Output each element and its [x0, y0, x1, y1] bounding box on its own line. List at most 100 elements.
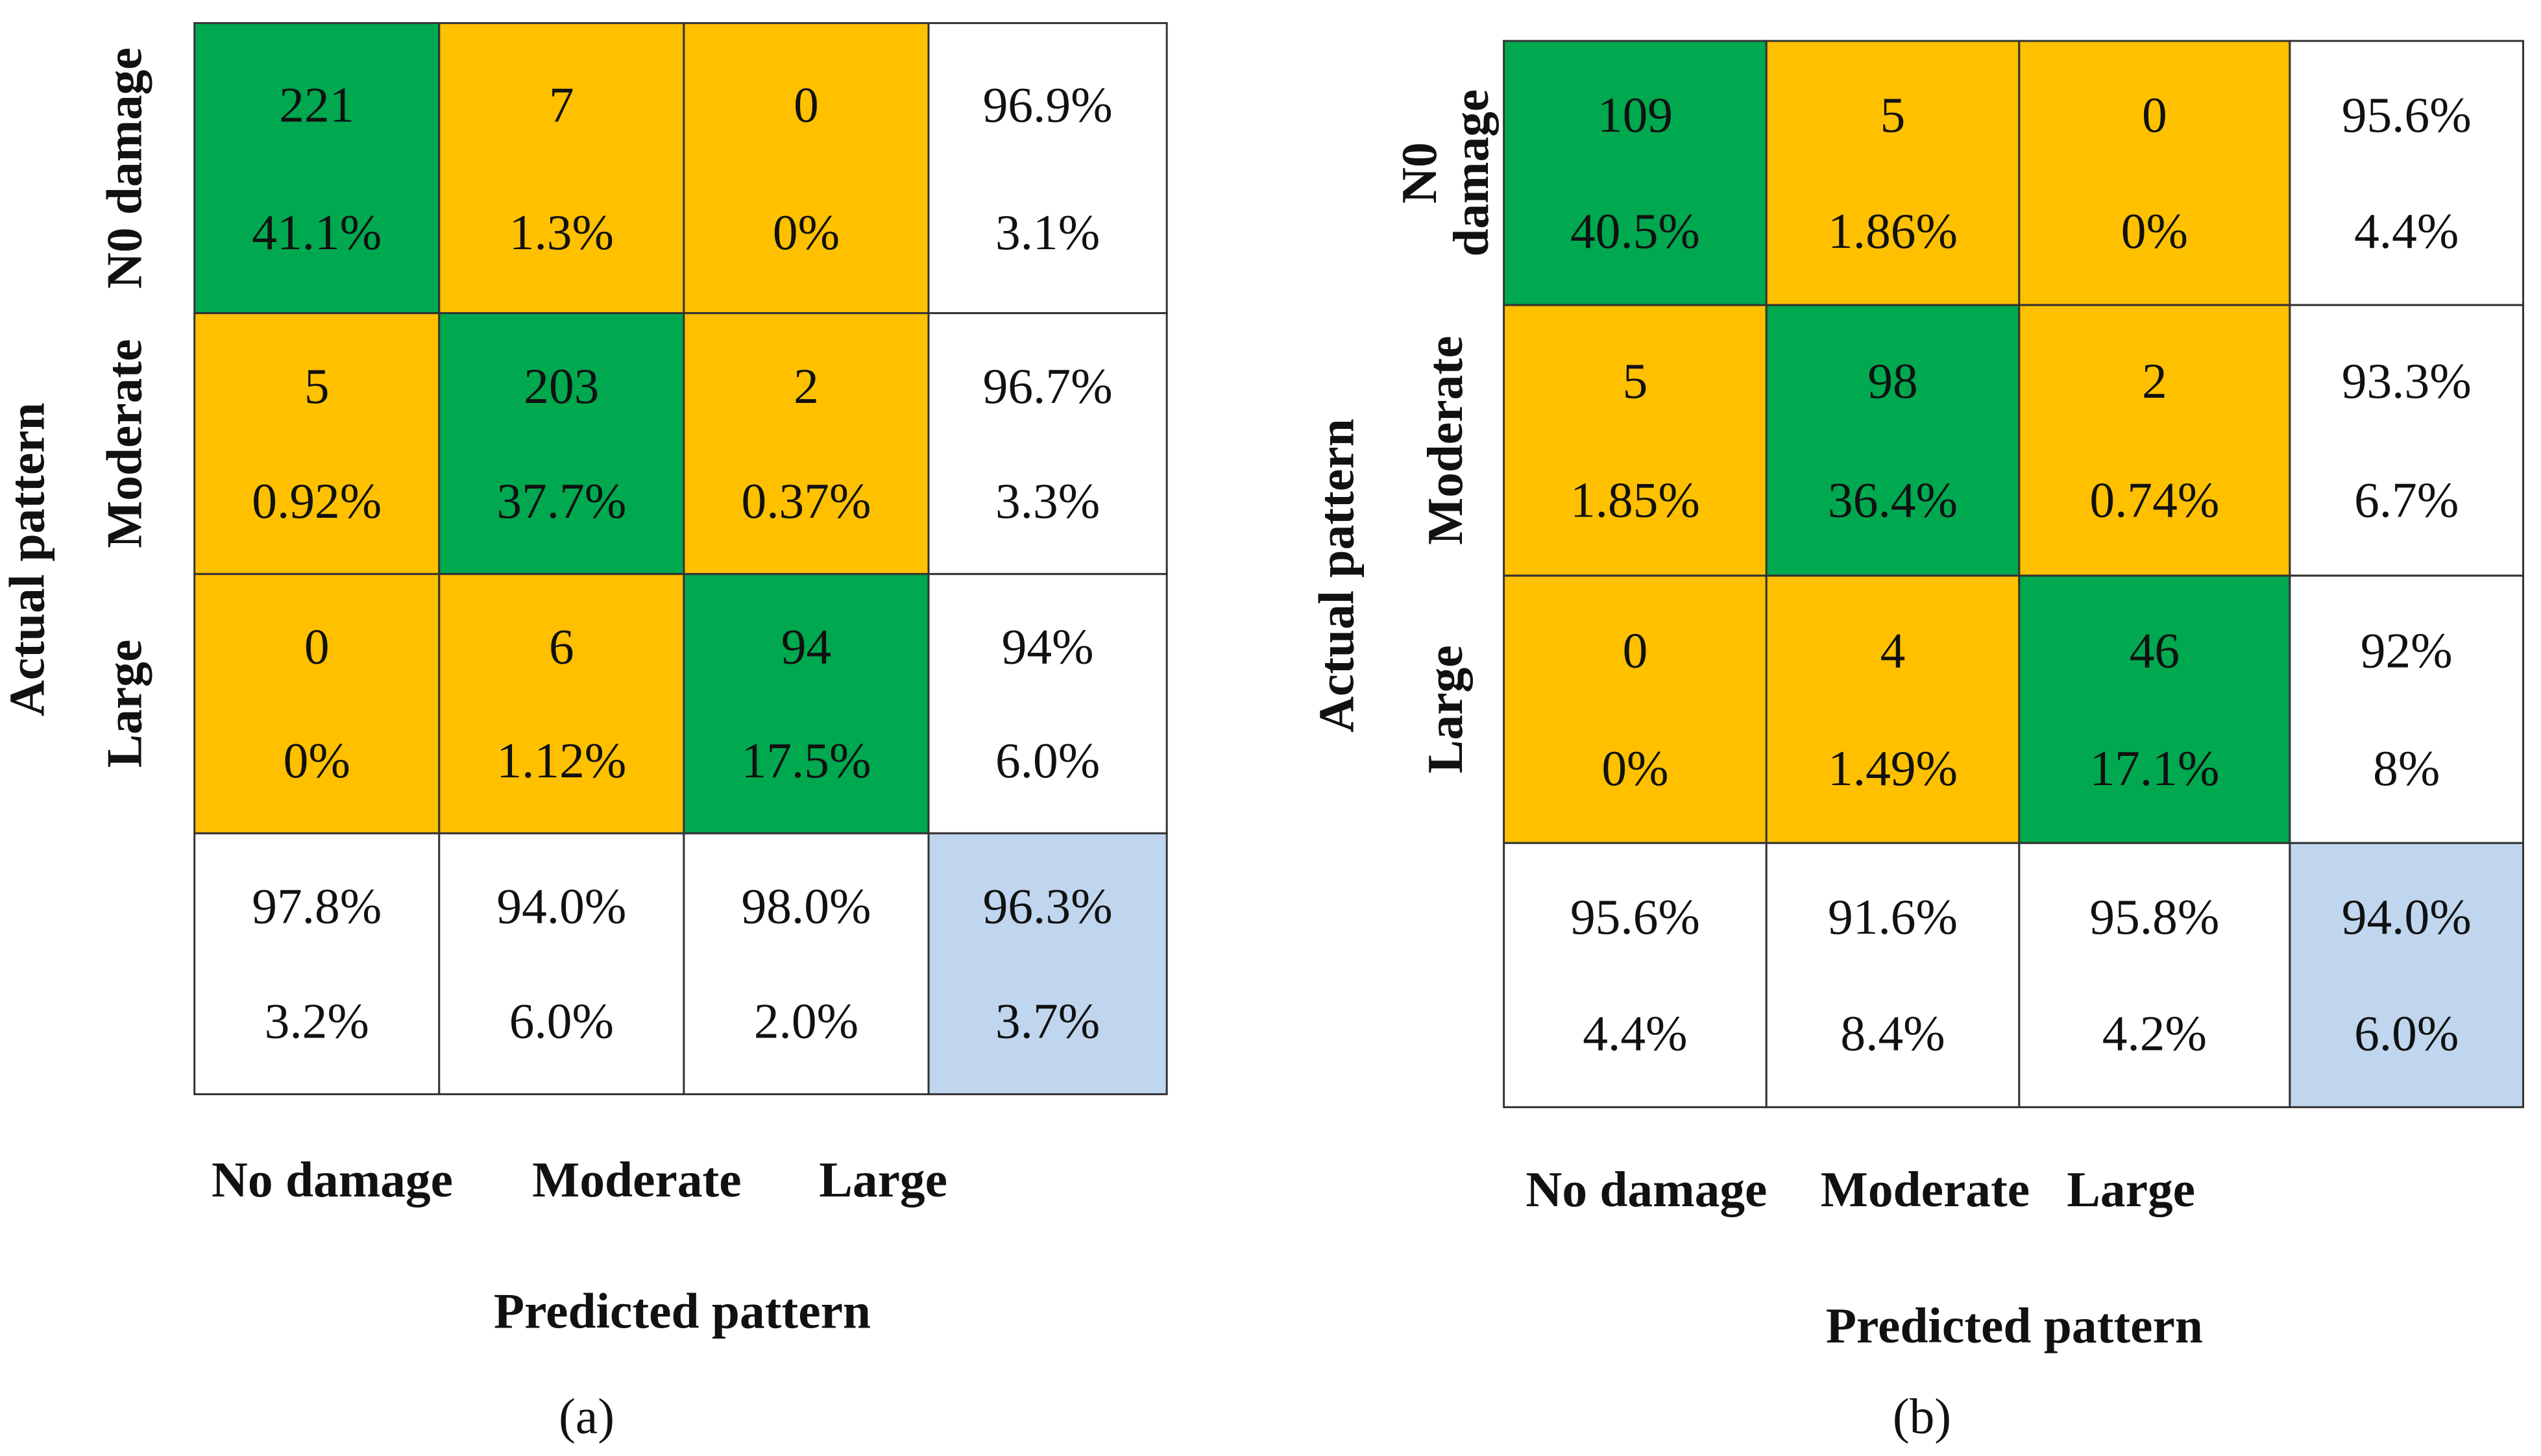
matrix-cell	[927, 573, 1168, 834]
row-label: Moderate	[1417, 336, 1473, 545]
matrix-cell	[2018, 304, 2291, 577]
cell-value: 95.8%	[2089, 889, 2219, 945]
cell-value: 94.0%	[2342, 889, 2472, 945]
cell-percent: 6.0%	[2354, 1005, 2459, 1061]
panel-caption: (b)	[1893, 1389, 1951, 1444]
cell-percent: 1.49%	[1828, 740, 1958, 796]
cell-percent: 40.5%	[1570, 203, 1700, 259]
cell-value: 97.8%	[252, 879, 382, 934]
matrix-cell	[438, 22, 685, 315]
matrix-cell	[193, 832, 441, 1095]
cell-value: 94%	[1002, 618, 1094, 674]
cell-percent: 1.3%	[509, 204, 614, 260]
matrix-cell	[2289, 842, 2525, 1108]
row-label: Large	[97, 640, 152, 768]
cell-value: 0	[1623, 623, 1648, 679]
matrix-cell	[438, 832, 685, 1095]
matrix-cell	[927, 22, 1168, 315]
cell-value: 96.3%	[983, 879, 1113, 934]
cell-percent: 3.7%	[995, 993, 1100, 1049]
matrix-cell	[927, 312, 1168, 576]
matrix-cell	[193, 312, 441, 576]
matrix-cell	[1503, 304, 1768, 577]
matrix-cell	[2018, 40, 2291, 306]
cell-value: 221	[279, 77, 354, 132]
cell-percent: 2.0%	[754, 993, 858, 1049]
cell-value: 92%	[2361, 623, 2453, 679]
cell-value: 98	[1867, 353, 1917, 409]
cell-value: 46	[2130, 623, 2180, 679]
cell-percent: 0%	[773, 204, 840, 260]
matrix-cell	[683, 22, 930, 315]
cell-value: 96.9%	[983, 77, 1113, 132]
cell-percent: 4.4%	[1583, 1005, 1687, 1061]
cell-value: 0	[304, 618, 330, 674]
cell-value: 95.6%	[1570, 889, 1700, 945]
cell-percent: 36.4%	[1828, 472, 1958, 528]
cell-value: 5	[304, 358, 330, 414]
cell-value: 5	[1880, 87, 1906, 143]
cell-percent: 6.0%	[509, 993, 614, 1049]
cell-value: 94.0%	[496, 879, 626, 934]
cell-value: 93.3%	[2342, 353, 2472, 409]
cell-value: 109	[1598, 87, 1673, 143]
cell-percent: 1.85%	[1570, 472, 1700, 528]
matrix-cell	[1503, 574, 1768, 844]
cell-percent: 0%	[2121, 203, 2188, 259]
cell-percent: 0%	[284, 733, 350, 788]
matrix-cell	[683, 832, 930, 1095]
cell-value: 96.7%	[983, 358, 1113, 414]
matrix-cell	[2018, 574, 2291, 844]
cell-value: 0	[2142, 87, 2167, 143]
cell-value: 6	[549, 618, 574, 674]
column-label: No damage	[212, 1152, 453, 1207]
cell-percent: 8%	[2373, 740, 2440, 796]
cell-value: 203	[524, 358, 599, 414]
matrix-cell	[683, 312, 930, 576]
matrix-cell	[1503, 842, 1768, 1108]
column-label: Large	[819, 1152, 947, 1207]
row-label: Large	[1417, 645, 1473, 773]
matrix-cell	[438, 312, 685, 576]
cell-value: 91.6%	[1828, 889, 1958, 945]
matrix-cell	[1765, 304, 2021, 577]
row-label: Moderate	[97, 339, 152, 548]
matrix-cell	[193, 22, 441, 315]
column-label: Moderate	[532, 1152, 741, 1207]
matrix-cell	[683, 573, 930, 834]
matrix-cell	[1765, 574, 2021, 844]
cell-percent: 41.1%	[252, 204, 382, 260]
matrix-cell	[2018, 842, 2291, 1108]
cell-value: 4	[1880, 623, 1906, 679]
y-axis-label: Actual pattern	[0, 402, 55, 716]
cell-percent: 0%	[1601, 740, 1668, 796]
cell-percent: 17.1%	[2089, 740, 2219, 796]
cell-percent: 0.74%	[2089, 472, 2219, 528]
matrix-cell	[1765, 842, 2021, 1108]
matrix-cell	[193, 573, 441, 834]
matrix-cell	[2289, 40, 2525, 306]
matrix-cell	[2289, 304, 2525, 577]
cell-value: 5	[1623, 353, 1648, 409]
column-label: Large	[2067, 1161, 2195, 1217]
cell-value: 95.6%	[2342, 87, 2472, 143]
cell-value: 94	[781, 618, 831, 674]
cell-value: 98.0%	[742, 879, 871, 934]
cell-percent: 1.12%	[496, 733, 626, 788]
y-axis-label: Actual pattern	[1309, 419, 1365, 733]
cell-percent: 0.92%	[252, 473, 382, 529]
cell-percent: 8.4%	[1840, 1005, 1945, 1061]
cell-percent: 6.7%	[2354, 472, 2459, 528]
matrix-cell	[1503, 40, 1768, 306]
column-label: No damage	[1526, 1161, 1767, 1217]
cell-percent: 3.2%	[265, 993, 369, 1049]
x-axis-label: Predicted pattern	[1826, 1298, 2203, 1353]
cell-percent: 4.2%	[2102, 1005, 2207, 1061]
cell-value: 2	[794, 358, 819, 414]
matrix-cell	[1765, 40, 2021, 306]
row-label: N0 damage	[97, 47, 152, 289]
panel-caption: (a)	[559, 1389, 614, 1444]
x-axis-label: Predicted pattern	[494, 1283, 871, 1339]
